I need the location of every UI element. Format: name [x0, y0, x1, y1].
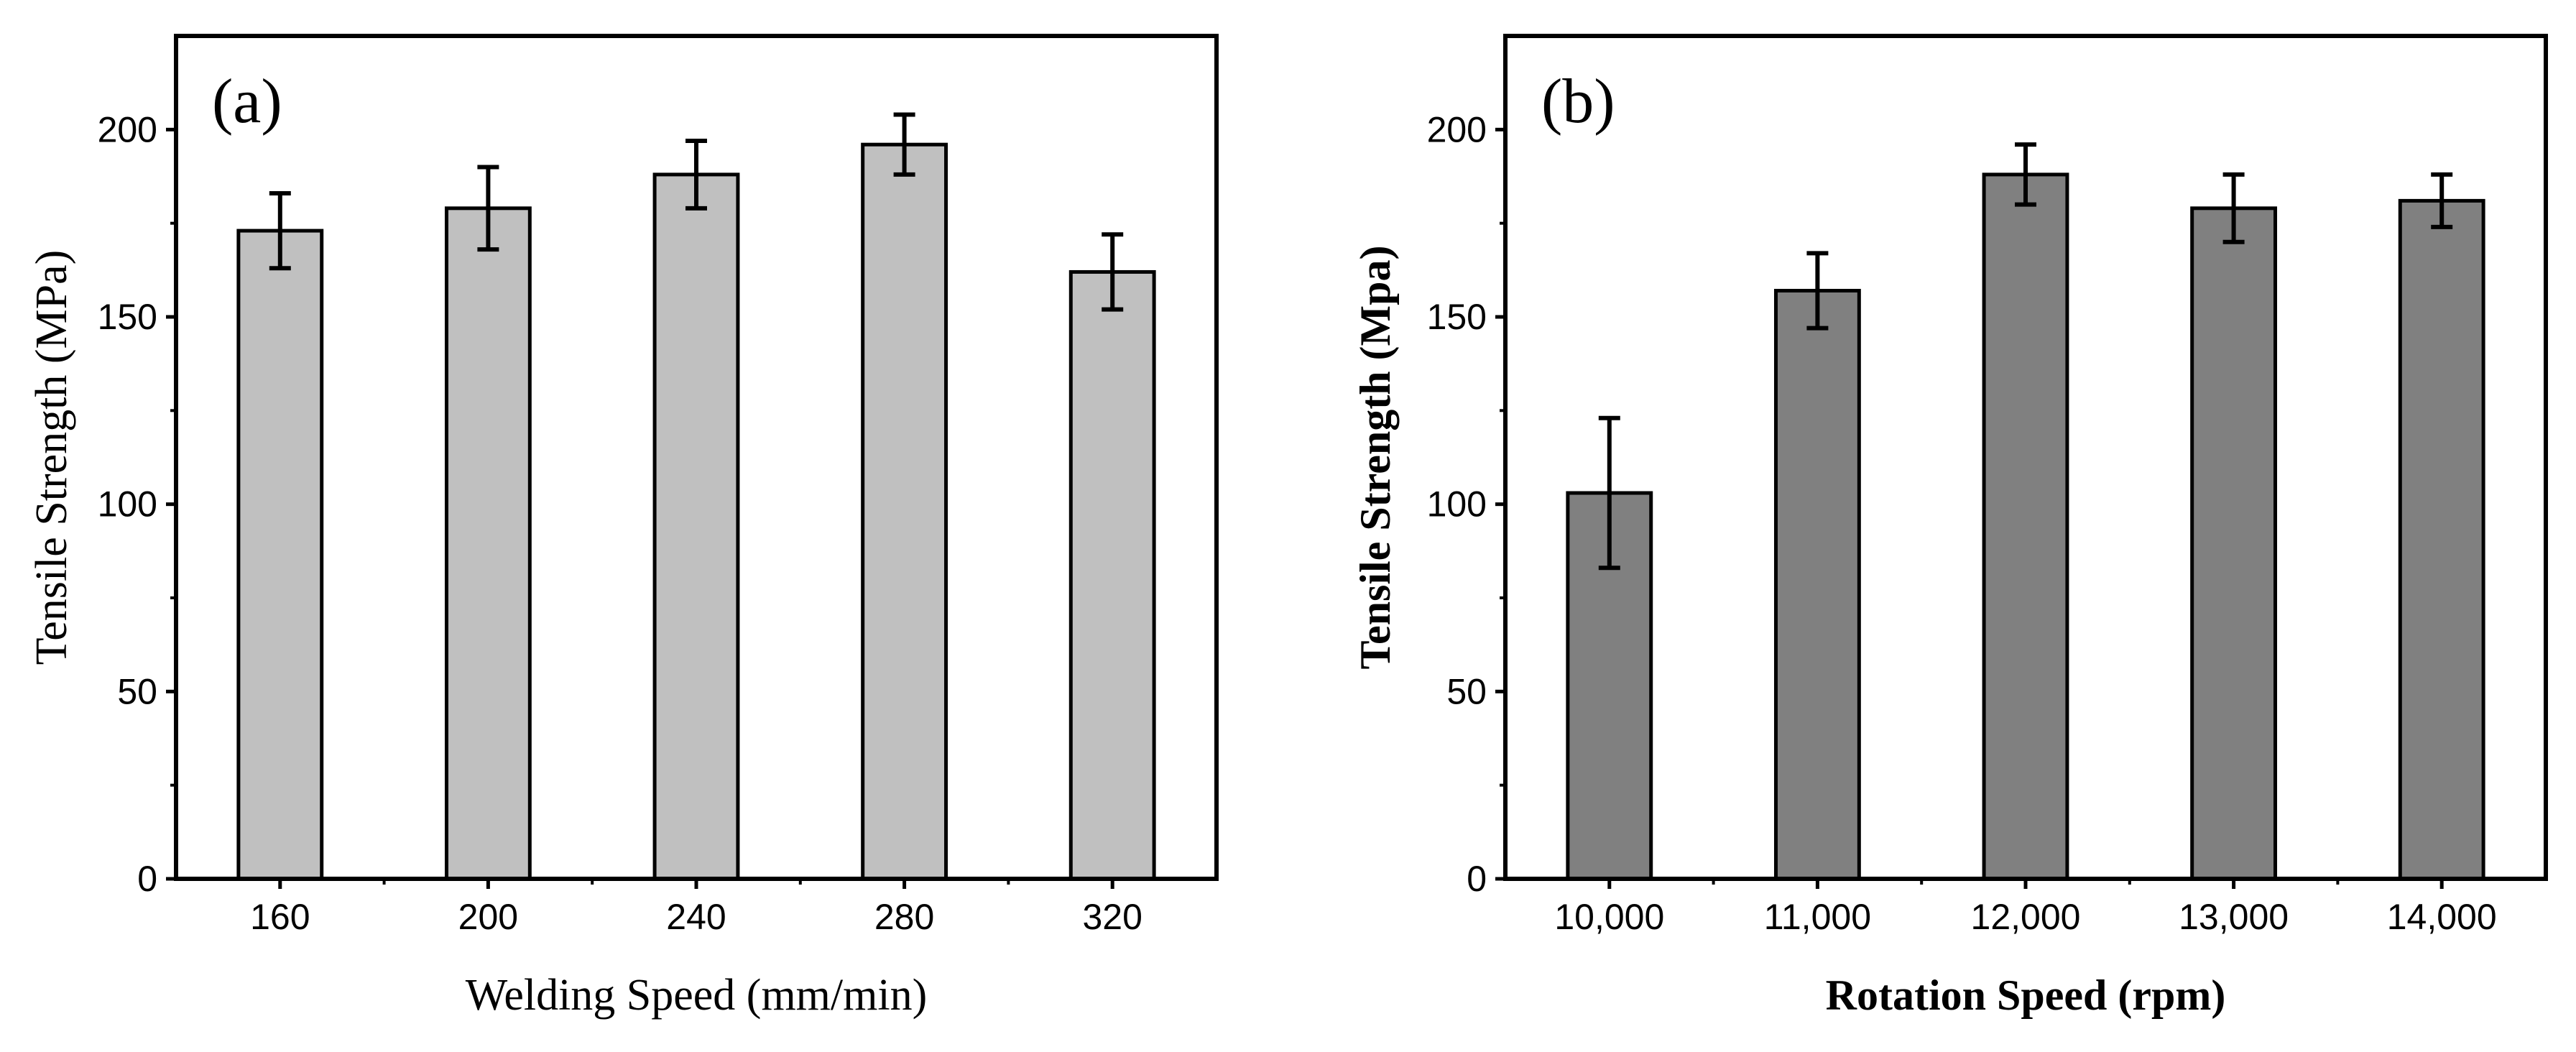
x-axis-title: Rotation Speed (rpm): [1826, 972, 2226, 1019]
x-tick-label: 240: [666, 897, 726, 937]
bar-280: [861, 142, 948, 881]
bar-14,000: [2398, 198, 2485, 881]
bar-240: [652, 172, 740, 881]
y-tick-label: 150: [98, 297, 157, 337]
bar-13,000: [2190, 206, 2278, 881]
panel-a: 0 50 100 150 200 160 200 240 280 320 (a) Welding Sp…: [27, 34, 1219, 1020]
bar-11,000: [1773, 289, 1861, 881]
y-axis-title: Tensile Strength (MPa): [27, 250, 76, 665]
y-tick-label: 0: [1467, 859, 1487, 899]
x-tick-label: 320: [1082, 897, 1142, 937]
panel-b: 0 50 100 150 200 10,000 11,000 12,000 13,000 14,0…: [1352, 34, 2548, 1019]
y-tick-label: 0: [137, 859, 157, 899]
x-tick-label: 12,000: [1971, 897, 2081, 937]
x-tick-label: 280: [874, 897, 934, 937]
panel-label: (a): [212, 67, 282, 137]
y-tick-label: 200: [1427, 109, 1487, 149]
x-tick-label: 10,000: [1554, 897, 1664, 937]
x-tick-label: 200: [458, 897, 518, 937]
y-tick-label: 50: [1446, 671, 1487, 711]
y-tick-label: 150: [1427, 297, 1487, 337]
y-tick-label: 100: [98, 484, 157, 525]
y-axis-title: Tensile Strength (Mpa): [1352, 245, 1399, 669]
x-axis-title: Welding Speed (mm/min): [466, 971, 927, 1020]
x-tick-label: 160: [250, 897, 310, 937]
bar-200: [444, 206, 532, 881]
y-tick-label: 100: [1427, 484, 1487, 525]
x-tick-label: 14,000: [2387, 897, 2497, 937]
y-tick-label: 50: [117, 671, 157, 711]
bar-320: [1068, 269, 1156, 881]
panel-label: (b): [1541, 67, 1615, 137]
bar-160: [236, 229, 324, 881]
x-tick-label: 11,000: [1764, 897, 1871, 937]
y-tick-label: 200: [98, 109, 157, 149]
bar-12,000: [1982, 172, 2069, 881]
x-tick-label: 13,000: [2179, 897, 2289, 937]
